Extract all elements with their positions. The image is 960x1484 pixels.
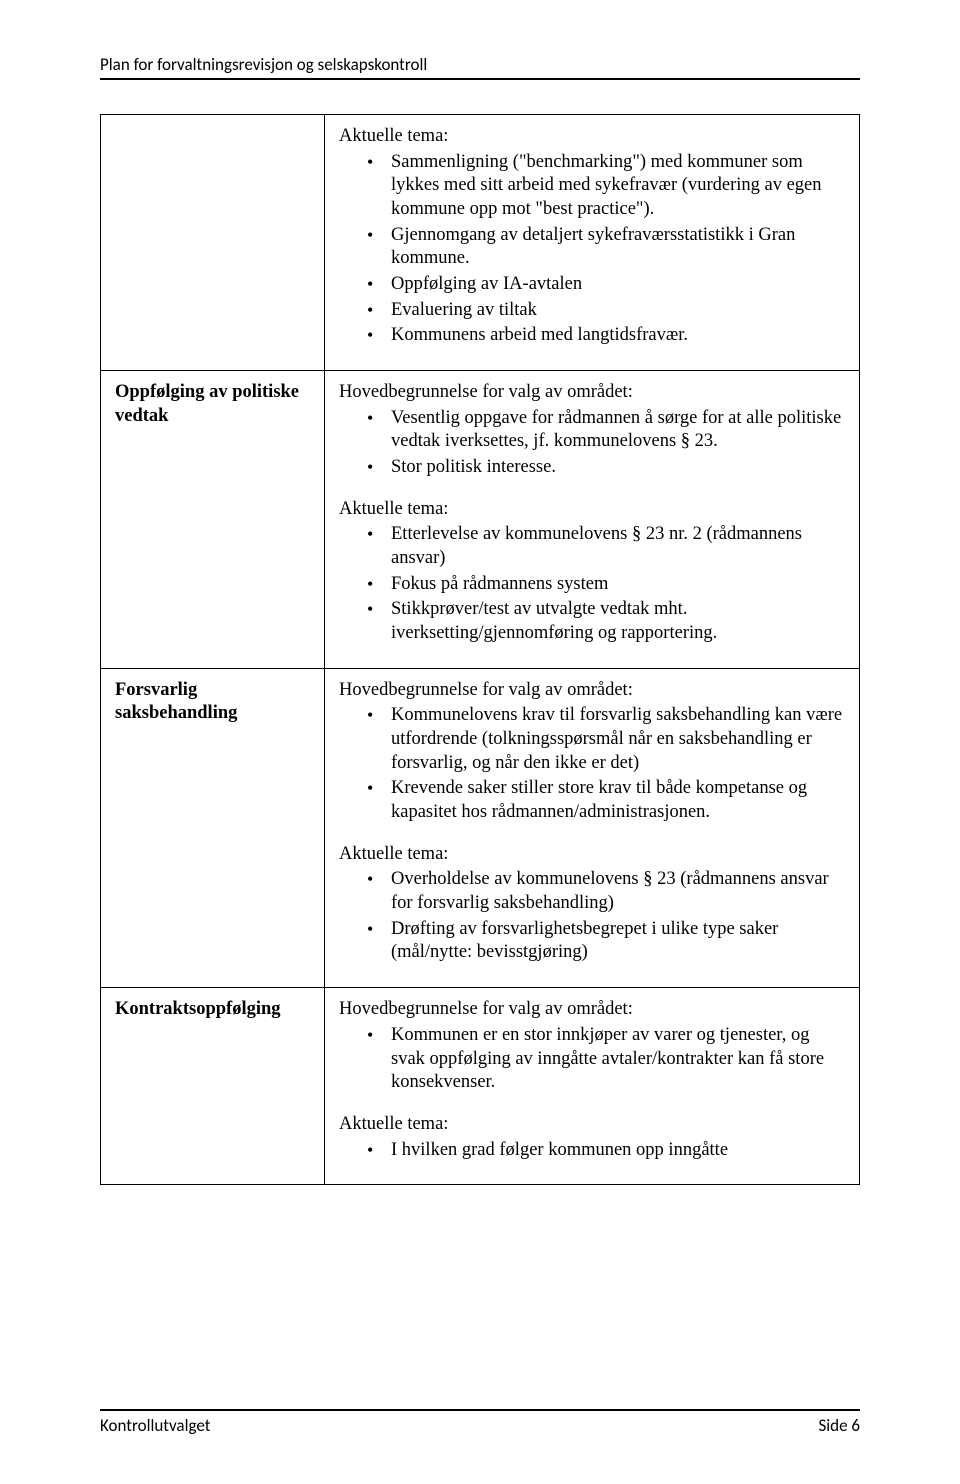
bullet-list: Kommunen er en stor innkjøper av varer o… xyxy=(339,1024,845,1095)
table-row: Aktuelle tema:Sammenligning ("benchmarki… xyxy=(101,115,860,371)
paragraph: Hovedbegrunnelse for valg av området: xyxy=(339,998,845,1022)
table-row: Oppfølging av politiske vedtakHovedbegru… xyxy=(101,371,860,669)
page: Plan for forvaltningsrevisjon og selskap… xyxy=(0,0,960,1484)
list-item: Stor politisk interesse. xyxy=(367,456,845,480)
page-footer: Kontrollutvalget Side 6 xyxy=(100,1409,860,1436)
row-label xyxy=(101,115,325,371)
row-label: Forsvarlig saksbehandling xyxy=(101,668,325,987)
paragraph: Aktuelle tema: xyxy=(339,498,845,522)
row-content: Hovedbegrunnelse for valg av området:Kom… xyxy=(325,988,860,1185)
footer-right: Side 6 xyxy=(818,1415,860,1436)
list-item: Evaluering av tiltak xyxy=(367,299,845,323)
list-item: I hvilken grad følger kommunen opp inngå… xyxy=(367,1139,845,1163)
footer-row: Kontrollutvalget Side 6 xyxy=(100,1415,860,1436)
table-body: Aktuelle tema:Sammenligning ("benchmarki… xyxy=(101,115,860,1185)
bullet-list: Vesentlig oppgave for rådmannen å sørge … xyxy=(339,407,845,480)
paragraph: Aktuelle tema: xyxy=(339,125,845,149)
paragraph: Aktuelle tema: xyxy=(339,843,845,867)
list-item: Gjennomgang av detaljert sykefraværsstat… xyxy=(367,224,845,271)
bullet-list: Overholdelse av kommunelovens § 23 (rådm… xyxy=(339,868,845,965)
row-label: Kontraktsoppfølging xyxy=(101,988,325,1185)
table-row: KontraktsoppfølgingHovedbegrunnelse for … xyxy=(101,988,860,1185)
list-item: Stikkprøver/test av utvalgte vedtak mht.… xyxy=(367,598,845,645)
list-item: Etterlevelse av kommunelovens § 23 nr. 2… xyxy=(367,523,845,570)
paragraph: Aktuelle tema: xyxy=(339,1113,845,1137)
list-item: Overholdelse av kommunelovens § 23 (rådm… xyxy=(367,868,845,915)
list-item: Kommunens arbeid med langtidsfravær. xyxy=(367,324,845,348)
list-item: Sammenligning ("benchmarking") med kommu… xyxy=(367,151,845,222)
footer-rule xyxy=(100,1409,860,1411)
list-item: Krevende saker stiller store krav til bå… xyxy=(367,777,845,824)
paragraph: Hovedbegrunnelse for valg av området: xyxy=(339,381,845,405)
list-item: Kommunen er en stor innkjøper av varer o… xyxy=(367,1024,845,1095)
bullet-list: Sammenligning ("benchmarking") med kommu… xyxy=(339,151,845,348)
bullet-list: Etterlevelse av kommunelovens § 23 nr. 2… xyxy=(339,523,845,645)
running-header: Plan for forvaltningsrevisjon og selskap… xyxy=(100,54,860,80)
bullet-list: Kommunelovens krav til forsvarlig saksbe… xyxy=(339,704,845,824)
list-item: Drøfting av forsvarlighetsbegrepet i uli… xyxy=(367,918,845,965)
paragraph: Hovedbegrunnelse for valg av området: xyxy=(339,679,845,703)
list-item: Vesentlig oppgave for rådmannen å sørge … xyxy=(367,407,845,454)
content-table: Aktuelle tema:Sammenligning ("benchmarki… xyxy=(100,114,860,1185)
bullet-list: I hvilken grad følger kommunen opp inngå… xyxy=(339,1139,845,1163)
list-item: Oppfølging av IA-avtalen xyxy=(367,273,845,297)
row-content: Hovedbegrunnelse for valg av området:Ves… xyxy=(325,371,860,669)
row-content: Aktuelle tema:Sammenligning ("benchmarki… xyxy=(325,115,860,371)
list-item: Kommunelovens krav til forsvarlig saksbe… xyxy=(367,704,845,775)
list-item: Fokus på rådmannens system xyxy=(367,573,845,597)
table-row: Forsvarlig saksbehandlingHovedbegrunnels… xyxy=(101,668,860,987)
row-label: Oppfølging av politiske vedtak xyxy=(101,371,325,669)
footer-left: Kontrollutvalget xyxy=(100,1415,210,1436)
row-content: Hovedbegrunnelse for valg av området:Kom… xyxy=(325,668,860,987)
